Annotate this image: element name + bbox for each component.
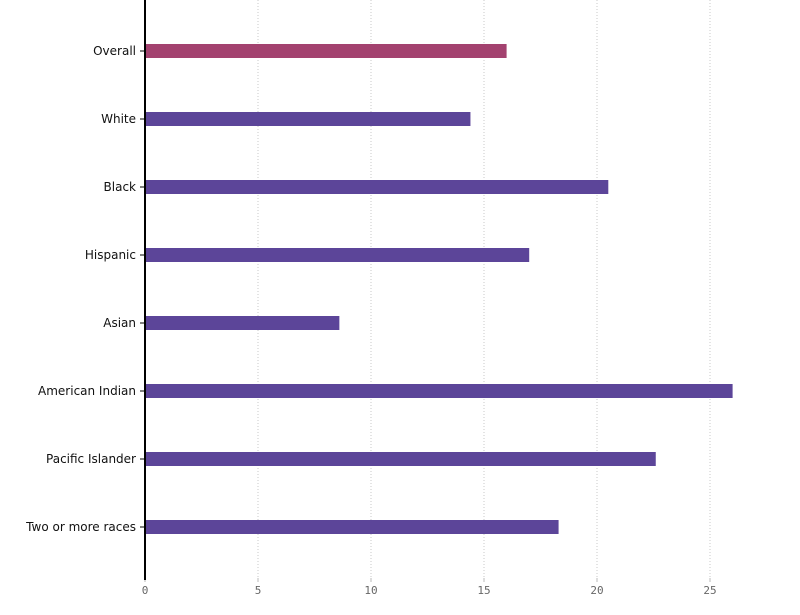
- x-tick-label: 0: [142, 584, 149, 597]
- category-label: American Indian: [38, 384, 136, 398]
- x-axis-ticks: 0 5 10 15 20 25: [142, 578, 717, 597]
- grid-lines: [257, 0, 711, 580]
- category-label: White: [101, 112, 136, 126]
- x-tick-label: 15: [477, 584, 490, 597]
- bar-hispanic: [145, 248, 530, 262]
- bar-white: [145, 112, 471, 126]
- category-label: Pacific Islander: [46, 452, 136, 466]
- category-label: Two or more races: [25, 520, 136, 534]
- bar-asian: [145, 316, 340, 330]
- x-tick-label: 20: [590, 584, 603, 597]
- category-labels: Overall White Black Hispanic Asian American I…: [25, 44, 145, 534]
- bar-pacific-islander: [145, 452, 656, 466]
- bar-black: [145, 180, 609, 194]
- category-label: Asian: [103, 316, 136, 330]
- x-tick-label: 10: [364, 584, 377, 597]
- category-label: Hispanic: [85, 248, 136, 262]
- x-tick-label: 25: [703, 584, 716, 597]
- category-label: Overall: [93, 44, 136, 58]
- bar-overall: [145, 44, 507, 58]
- category-label: Black: [104, 180, 137, 194]
- x-tick-label: 5: [255, 584, 262, 597]
- bars: [145, 44, 733, 534]
- bar-two-or-more-races: [145, 520, 559, 534]
- bar-american-indian: [145, 384, 733, 398]
